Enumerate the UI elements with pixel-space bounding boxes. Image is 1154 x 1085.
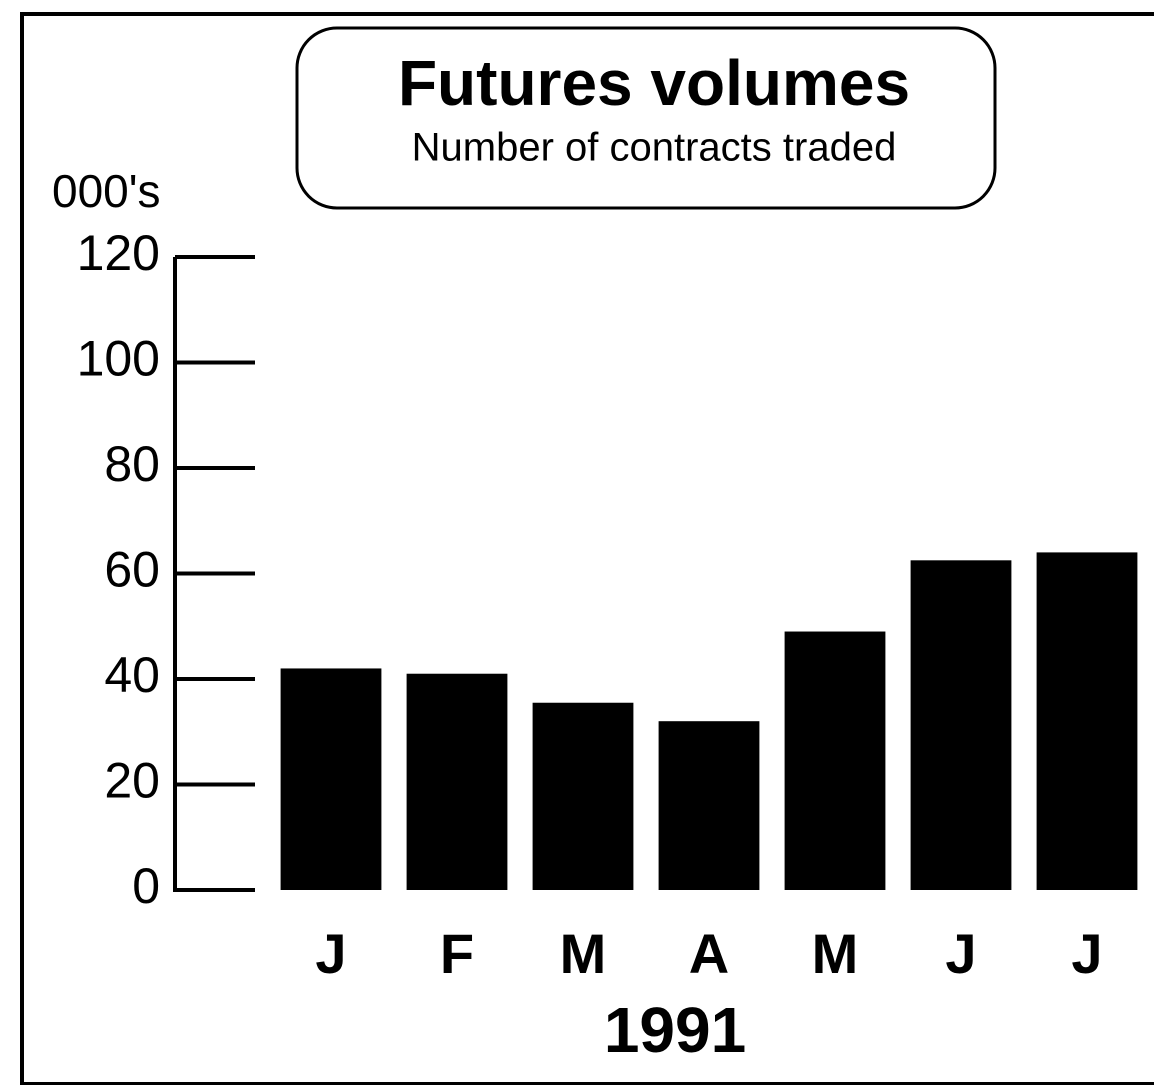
- y-tick-label: 60: [104, 542, 160, 598]
- y-tick-label: 80: [104, 436, 160, 492]
- y-tick-label: 100: [77, 331, 160, 387]
- y-tick-label: 20: [104, 753, 160, 809]
- x-tick-label: J: [945, 922, 976, 985]
- y-unit-label: 000's: [52, 165, 161, 217]
- x-tick-label: A: [689, 922, 729, 985]
- chart-subtitle: Number of contracts traded: [412, 126, 897, 170]
- x-tick-label: M: [812, 922, 859, 985]
- title-box: [295, 26, 997, 210]
- x-tick-label: F: [440, 922, 474, 985]
- y-tick-label: 40: [104, 647, 160, 703]
- bar: [658, 721, 760, 890]
- bar: [406, 673, 508, 890]
- bar: [910, 560, 1012, 890]
- x-tick-label: J: [315, 922, 346, 985]
- bar: [1036, 552, 1138, 890]
- x-tick-label: J: [1071, 922, 1102, 985]
- frame: [20, 12, 1154, 1085]
- bar: [784, 631, 886, 890]
- bar: [532, 702, 634, 890]
- bar: [280, 668, 382, 890]
- y-tick-label: 0: [132, 858, 160, 914]
- chart-title: Futures volumes: [398, 47, 910, 119]
- x-tick-label: M: [560, 922, 607, 985]
- x-axis-label: 1991: [604, 994, 746, 1066]
- y-tick-label: 120: [77, 225, 160, 281]
